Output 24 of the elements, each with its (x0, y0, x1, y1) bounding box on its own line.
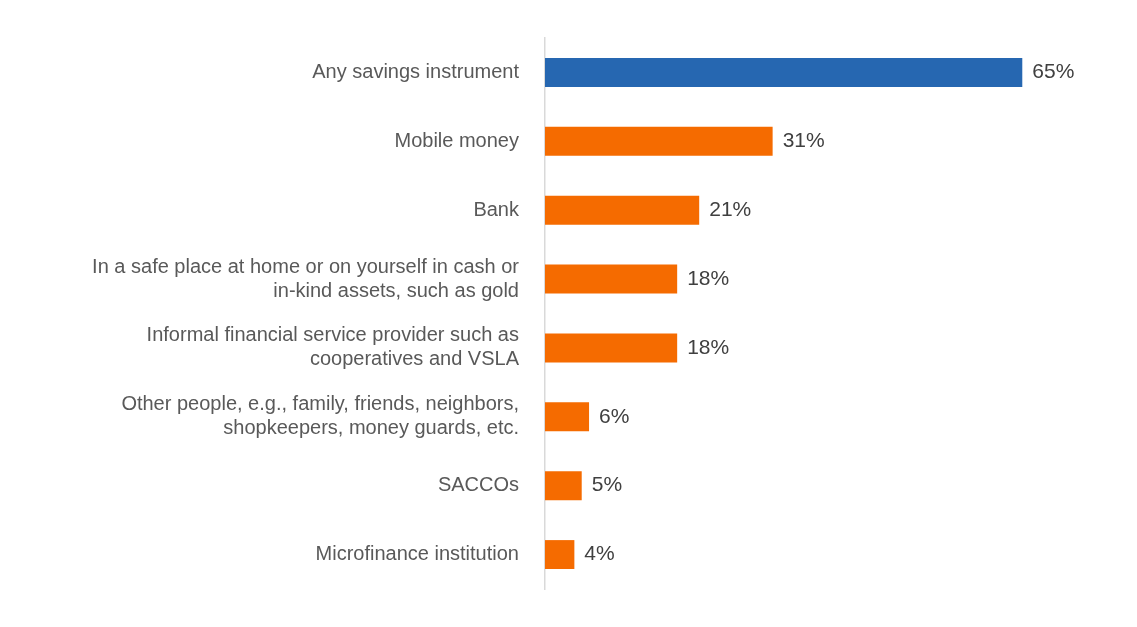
bar (545, 126, 773, 156)
bar (545, 402, 590, 432)
data-label: 6% (599, 403, 630, 427)
y-tick-label: Informal financial service provider such as cooperatives and VSLA (146, 323, 520, 370)
data-label: 18% (687, 334, 730, 358)
y-tick-label: Other people, e.g., family, friends, neighbors, shopkeepers, money guards, etc. (121, 392, 519, 439)
data-label: 5% (591, 472, 623, 496)
data-label: 21% (709, 196, 752, 220)
bar (545, 540, 575, 570)
bar (545, 333, 678, 363)
data-label: 65% (1032, 59, 1075, 83)
y-tick-label: SACCOs (437, 473, 519, 496)
y-tick-label: Microfinance institution (315, 542, 519, 565)
bar (545, 57, 1023, 87)
bar (545, 264, 678, 294)
data-label: 31% (782, 128, 825, 152)
data-label: 18% (687, 265, 730, 289)
data-label: 4% (584, 541, 615, 565)
bar (545, 471, 582, 501)
y-tick-label: Any savings instrument (312, 59, 520, 82)
y-tick-label: Bank (473, 197, 520, 220)
bar (545, 195, 700, 225)
y-tick-label: In a safe place at home or on yourself in cash or in-kind assets, such as gold (92, 254, 520, 301)
y-tick-label: Mobile money (394, 128, 519, 151)
